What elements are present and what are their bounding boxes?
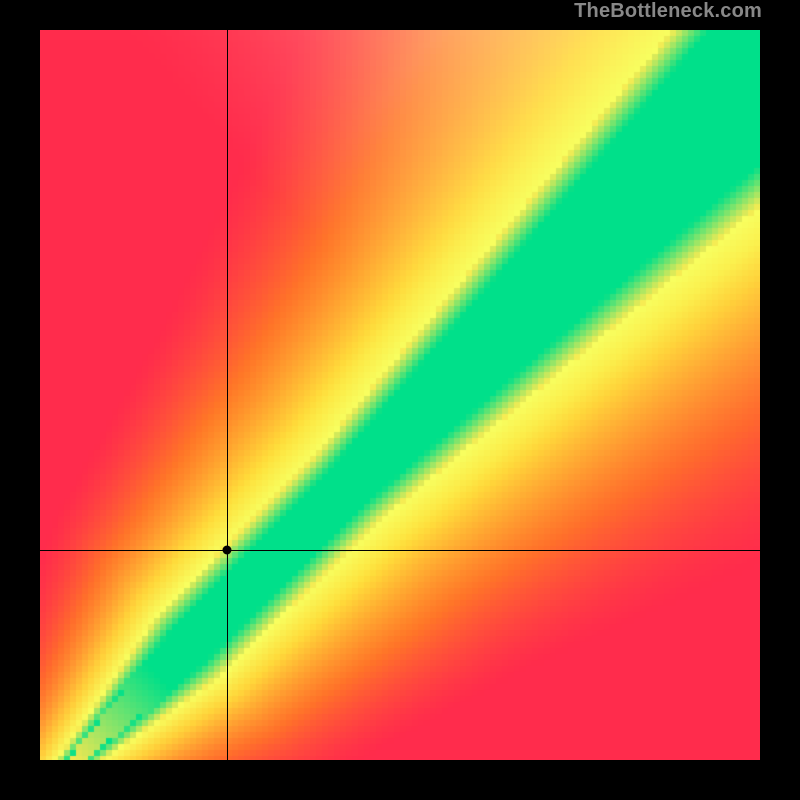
outer-frame: TheBottleneck.com (0, 0, 800, 800)
chart-area (40, 30, 760, 760)
watermark-text: TheBottleneck.com (574, 0, 762, 23)
crosshair-horizontal (40, 550, 760, 551)
data-point (223, 546, 232, 555)
crosshair-vertical (227, 30, 228, 760)
heatmap-canvas (40, 30, 760, 760)
